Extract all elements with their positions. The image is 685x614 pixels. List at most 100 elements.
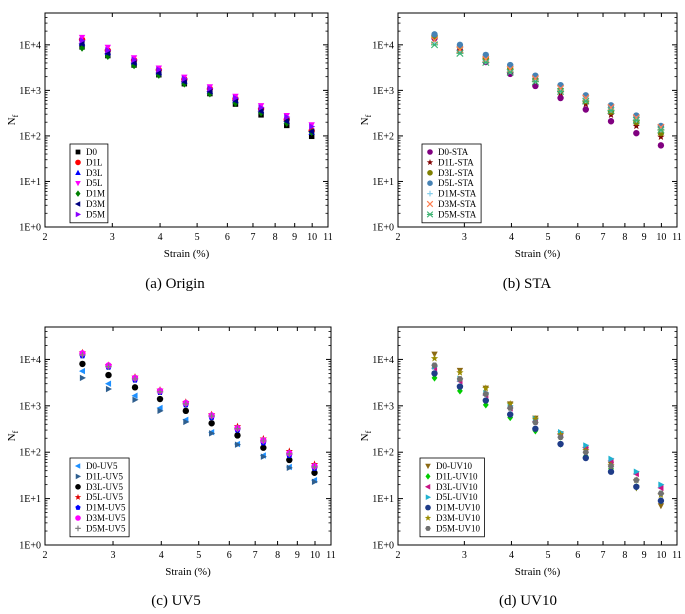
legend-marker <box>427 170 433 176</box>
x-tick-label: 10 <box>310 550 320 561</box>
x-tick-label: 7 <box>601 550 606 561</box>
legend-marker <box>75 504 81 510</box>
legend-entry-label: D1L-STA <box>438 157 474 167</box>
legend-entry-label: D5L-STA <box>438 178 474 188</box>
x-tick-label: 7 <box>253 550 258 561</box>
x-tick-label: 4 <box>509 550 514 561</box>
data-point <box>234 432 241 439</box>
y-tick-label: 1E+1 <box>19 177 41 188</box>
y-tick-label: 1E+4 <box>19 40 41 51</box>
series-d1l-uv5 <box>79 374 319 486</box>
series-d0-sta <box>431 34 665 149</box>
data-point <box>456 49 464 57</box>
y-tick-label: 1E+0 <box>19 541 41 552</box>
data-point <box>156 66 163 73</box>
data-point <box>430 354 439 362</box>
legend-marker <box>75 190 81 197</box>
series-d5m-uv10 <box>431 362 665 497</box>
data-point <box>657 484 664 492</box>
legend-entry-label: D1L-UV10 <box>436 471 478 481</box>
legend-marker <box>75 515 81 521</box>
data-point <box>658 481 665 488</box>
data-point <box>182 407 190 415</box>
data-point <box>105 47 112 54</box>
data-point <box>532 419 539 426</box>
plot-frame <box>397 326 678 546</box>
x-tick-label: 5 <box>545 232 550 243</box>
legend-entry-label: D5L <box>86 178 103 188</box>
legend-entry-label: D3M <box>86 199 105 209</box>
legend-marker <box>425 504 431 511</box>
data-point <box>607 102 615 109</box>
data-point <box>507 411 514 418</box>
data-point <box>431 370 438 377</box>
legend-marker <box>75 180 81 187</box>
y-axis-label: Nf <box>6 430 20 441</box>
series-d1m-uv10 <box>431 370 665 504</box>
legend-marker <box>75 473 82 480</box>
legend-entry-label: D5L-UV10 <box>436 492 478 502</box>
data-point <box>105 371 112 379</box>
data-point <box>79 374 86 382</box>
x-tick-label: 4 <box>158 232 163 243</box>
legend-marker <box>75 525 81 532</box>
series-d3m <box>78 40 315 135</box>
data-point <box>260 444 267 451</box>
data-point <box>208 420 215 427</box>
x-tick-label: 2 <box>43 550 48 561</box>
x-tick-label: 6 <box>575 550 580 561</box>
series-d5m-uv5 <box>79 351 318 471</box>
x-tick-label: 3 <box>462 232 467 243</box>
data-point <box>456 41 464 49</box>
data-point <box>311 478 319 486</box>
legend-marker <box>74 493 82 500</box>
series-d1m-uv5 <box>79 352 318 471</box>
legend-marker <box>425 525 431 531</box>
legend-entry-label: D3L-STA <box>438 168 474 178</box>
data-point <box>308 133 315 140</box>
legend-box <box>69 143 109 224</box>
data-point <box>234 425 241 432</box>
data-point <box>556 430 565 438</box>
panel-caption: (c) UV5 <box>151 593 201 609</box>
y-tick-label: 1E+1 <box>19 494 41 505</box>
data-point <box>607 118 615 125</box>
legend-marker <box>74 463 81 469</box>
plot-frame <box>44 326 332 546</box>
data-point <box>657 503 665 510</box>
data-point <box>556 87 565 95</box>
legend-box <box>69 457 130 538</box>
legend: D0-UV10D1L-UV10D3L-UV10D5L-UV10D1M-UV10D… <box>419 457 485 538</box>
x-axis-label: Strain (%) <box>164 248 210 260</box>
x-axis-label: Strain (%) <box>165 566 211 578</box>
x-tick-label: 7 <box>250 232 255 243</box>
x-tick-label: 11 <box>672 232 682 243</box>
x-tick-label: 6 <box>575 232 580 243</box>
panel-caption: (d) UV10 <box>499 593 557 609</box>
data-point <box>156 388 164 396</box>
data-point <box>180 78 187 85</box>
data-point <box>309 123 316 130</box>
y-tick-label: 1E+3 <box>372 401 394 412</box>
y-tick-label: 1E+2 <box>19 448 41 459</box>
legend-entry-label: D0-UV10 <box>436 461 472 471</box>
x-tick-label: 11 <box>326 550 336 561</box>
legend-marker <box>426 211 434 218</box>
series-d3l-uv5 <box>79 360 318 476</box>
legend-marker <box>427 190 433 197</box>
data-point <box>308 128 315 135</box>
data-point <box>608 455 615 463</box>
data-point <box>260 453 267 460</box>
x-tick-label: 2 <box>396 550 401 561</box>
x-tick-label: 7 <box>601 232 606 243</box>
data-point <box>181 75 188 82</box>
data-point <box>430 41 439 49</box>
x-tick-label: 4 <box>159 550 164 561</box>
x-axis-ticks: 2 3 4 5 6 7 8 9 10 11 <box>396 327 682 561</box>
series-d3l <box>78 39 315 135</box>
data-point <box>105 363 112 370</box>
legend-entry-label: D0 <box>86 147 97 157</box>
legend-box <box>419 457 485 538</box>
legend-entry-label: D1M-STA <box>438 189 477 199</box>
legend-marker <box>74 201 81 207</box>
